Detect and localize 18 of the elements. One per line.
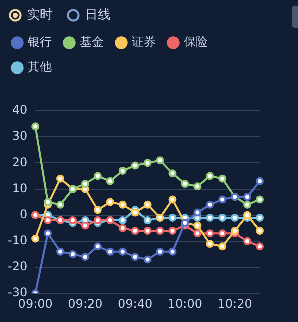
x-tick-label: 10:20 <box>218 296 252 311</box>
y-tick-label: 10 <box>12 181 28 196</box>
y-tick-label: 30 <box>12 129 28 144</box>
legend-label: 证券 <box>132 35 156 50</box>
text: 实时 <box>27 7 53 24</box>
x-tick-label: 09:20 <box>68 296 103 311</box>
y-tick-label: -10 <box>8 234 28 248</box>
legend-label: 其他 <box>28 60 52 74</box>
y-tick-label: 0 <box>20 207 28 222</box>
x-tick-label: 10:00 <box>168 296 202 311</box>
y-tick-label: -20 <box>8 260 28 274</box>
y-tick-label: 20 <box>12 155 28 170</box>
y-tick-label: 40 <box>12 103 28 118</box>
legend-label: 保险 <box>184 35 208 50</box>
legend-label: 基金 <box>80 35 104 50</box>
x-tick-label: 09:40 <box>118 296 153 311</box>
text: 日线 <box>85 7 111 24</box>
legend-label: 银行 <box>27 35 52 50</box>
